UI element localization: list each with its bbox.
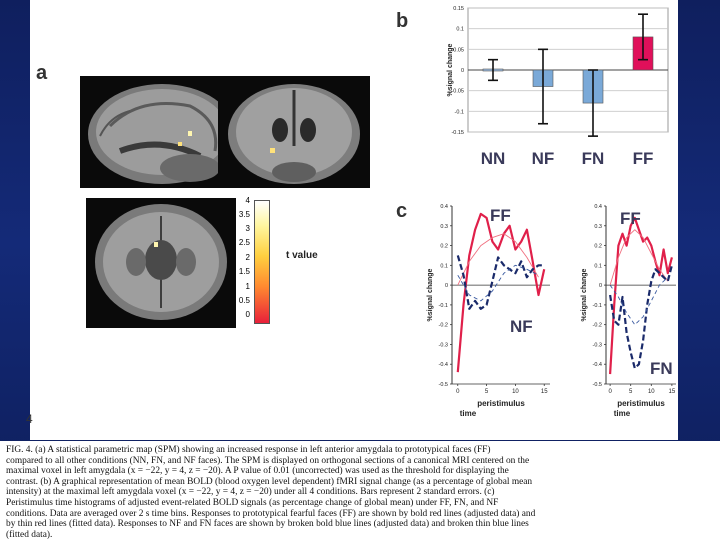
x-axis-label: peristimulus — [477, 399, 525, 408]
colorbar-ticks: 4 3.5 3 2.5 2 1.5 1 0.5 0 — [232, 196, 250, 326]
colorbar-tick: 3.5 — [238, 210, 250, 219]
y-axis-label: %signal change — [447, 43, 454, 96]
colorbar-tick: 0.5 — [238, 296, 250, 305]
caption-line: conditions. Data are averaged over 2 s t… — [6, 508, 536, 519]
series-line — [609, 216, 673, 375]
y-tick-label: 0.4 — [440, 204, 448, 210]
category-label: NN — [481, 149, 506, 168]
y-tick-label: -0.5 — [593, 382, 602, 388]
y-tick-label: 0.1 — [440, 263, 448, 269]
y-tick-label: 0 — [599, 283, 602, 289]
y-tick-label: -0.4 — [439, 362, 448, 368]
caption-line: by thin red lines (fitted data). Respons… — [6, 519, 529, 530]
colorbar-tick: 0 — [245, 310, 250, 319]
panel-label-b: b — [396, 10, 409, 32]
colorbar-tick: 1.5 — [238, 267, 250, 276]
series-line — [609, 229, 669, 286]
caption-line: (fitted data). — [6, 529, 53, 540]
line-chart-ff-fn: 0.4 0.3 0.2 0.1 0 -0.1 -0.2 -0.3 -0.4 -0.5 0 5 10 15%… — [581, 204, 676, 418]
y-tick-label: 0.2 — [440, 244, 448, 250]
caption-line: FIG. 4. (a) A statistical parametric map… — [6, 445, 491, 455]
y-tick-label: 0 — [445, 283, 448, 289]
series-line — [456, 255, 545, 310]
series-label: FF — [620, 209, 641, 228]
y-tick-label: -0.05 — [451, 89, 464, 95]
x-axis-label: time — [614, 409, 631, 418]
y-tick-label: -0.2 — [439, 323, 448, 329]
series-label: NF — [510, 317, 533, 336]
y-tick-label: 0.3 — [440, 224, 448, 230]
y-tick-label: -0.15 — [451, 130, 464, 136]
mri-coronal-drawing — [228, 84, 360, 184]
mri-sagittal-image — [80, 76, 240, 188]
y-tick-label: 0.05 — [453, 47, 464, 53]
series-line — [609, 276, 669, 326]
y-tick-label: -0.1 — [455, 109, 464, 115]
colorbar-tick: 3 — [245, 224, 250, 233]
caption-line: maximal voxel in left amygdala (x = −22,… — [6, 466, 509, 477]
colorbar-tick: 1 — [245, 282, 250, 291]
y-tick-label: 0.1 — [594, 263, 602, 269]
y-tick-label: 0.1 — [456, 27, 464, 33]
y-tick-label: 0.15 — [453, 6, 464, 12]
caption-line: contrast. (b) A graphical representation… — [6, 476, 533, 487]
x-tick-label: 5 — [629, 389, 633, 395]
series-line — [456, 212, 546, 373]
colorbar-tick: 2.5 — [238, 238, 250, 247]
series-label: FN — [650, 359, 673, 378]
y-axis-label: %signal change — [581, 268, 588, 321]
x-axis-label: peristimulus — [617, 399, 665, 408]
y-axis-label: %signal change — [427, 268, 434, 321]
y-tick-label: -0.1 — [439, 303, 448, 309]
x-tick-label: 15 — [669, 389, 676, 395]
y-tick-label: 0.2 — [594, 244, 602, 250]
y-tick-label: -0.2 — [593, 323, 602, 329]
x-axis-label: time — [460, 409, 477, 418]
category-label: FF — [633, 149, 654, 168]
x-tick-label: 15 — [541, 389, 548, 395]
mri-axial-image — [86, 198, 236, 328]
panel-label-c: c — [396, 200, 408, 222]
mri-axial-drawing — [95, 204, 227, 320]
caption-line: compared to all other conditions (NN, FN… — [6, 455, 530, 466]
y-tick-label: -0.1 — [593, 303, 602, 309]
category-label: FN — [582, 149, 605, 168]
figure-panel: a — [30, 0, 678, 440]
colorbar-tick: 4 — [245, 196, 250, 205]
x-tick-label: 10 — [512, 389, 519, 395]
colorbar — [254, 200, 270, 324]
y-tick-label: 0.4 — [594, 204, 602, 210]
page-number: 4 — [26, 412, 33, 426]
y-tick-label: -0.3 — [593, 342, 602, 348]
panel-label-a: a — [36, 62, 48, 84]
x-tick-label: 5 — [485, 389, 489, 395]
mri-coronal-image — [218, 76, 370, 188]
caption-line: Peristimulus time histograms of adjusted… — [6, 497, 499, 508]
series-label: FF — [490, 206, 511, 225]
colorbar-label: t value — [286, 250, 318, 261]
caption-line: intensity) at the maximal left amygdala … — [6, 487, 495, 498]
figure-caption: FIG. 4. (a) A statistical parametric map… — [0, 441, 720, 540]
bar-chart: 0.15 0.1 0.05 0 -0.05 -0.1 -0.15 %signal change… — [447, 6, 669, 168]
x-tick-label: 10 — [648, 389, 655, 395]
series-line — [609, 265, 673, 370]
mri-sagittal-drawing — [88, 84, 236, 184]
y-tick-label: -0.3 — [439, 342, 448, 348]
series-line — [457, 264, 539, 302]
category-label: NF — [532, 149, 555, 168]
x-tick-label: 0 — [608, 389, 612, 395]
y-tick-label: -0.4 — [593, 362, 602, 368]
line-chart-ff-nf: 0.4 0.3 0.2 0.1 0 -0.1 -0.2 -0.3 -0.4 -0.5 0 5 10 15%… — [427, 204, 550, 418]
y-tick-label: 0 — [461, 68, 464, 74]
colorbar-tick: 2 — [245, 253, 250, 262]
series-line — [457, 233, 539, 286]
y-tick-label: -0.5 — [439, 382, 448, 388]
y-tick-label: 0.3 — [594, 224, 602, 230]
x-tick-label: 0 — [456, 389, 460, 395]
